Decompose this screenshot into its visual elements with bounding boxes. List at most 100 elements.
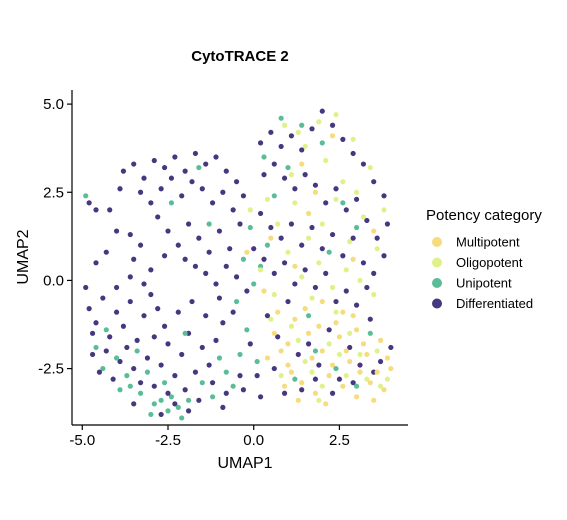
point-oligopotent — [281, 122, 288, 128]
point-differentiated — [271, 270, 277, 276]
point-differentiated — [288, 133, 295, 139]
point-multipotent — [312, 189, 319, 195]
point-differentiated — [168, 175, 175, 181]
point-unipotent — [254, 358, 260, 365]
point-oligopotent — [309, 295, 315, 301]
point-unipotent — [305, 313, 312, 319]
point-differentiated — [350, 380, 356, 386]
point-differentiated — [127, 231, 133, 238]
point-oligopotent — [374, 348, 380, 354]
point-multipotent — [326, 373, 332, 379]
point-differentiated — [165, 390, 171, 396]
point-differentiated — [220, 189, 226, 195]
y-axis-title: UMAP2 — [15, 229, 32, 284]
point-differentiated — [165, 341, 171, 347]
point-oligopotent — [275, 221, 281, 227]
point-differentiated — [86, 200, 92, 206]
point-unipotent — [161, 380, 168, 386]
point-differentiated — [203, 313, 209, 319]
point-differentiated — [203, 270, 209, 276]
point-unipotent — [292, 376, 298, 382]
point-oligopotent — [268, 316, 274, 322]
point-multipotent — [244, 249, 250, 255]
point-differentiated — [329, 231, 336, 238]
point-differentiated — [203, 161, 209, 167]
point-differentiated — [336, 376, 343, 382]
point-differentiated — [357, 362, 363, 368]
y-tick-label: 0.0 — [43, 272, 64, 289]
point-unipotent — [271, 193, 277, 199]
point-differentiated — [137, 380, 144, 386]
legend-label-differentiated: Differentiated — [456, 296, 533, 311]
point-differentiated — [237, 221, 243, 227]
point-differentiated — [223, 390, 229, 396]
point-unipotent — [117, 387, 123, 393]
point-oligopotent — [333, 112, 339, 118]
point-differentiated — [151, 334, 157, 340]
point-unipotent — [353, 383, 360, 389]
point-differentiated — [117, 186, 123, 192]
point-multipotent — [302, 306, 308, 312]
point-differentiated — [271, 365, 277, 372]
point-multipotent — [268, 235, 274, 241]
point-differentiated — [113, 284, 120, 291]
point-differentiated — [89, 330, 96, 336]
point-differentiated — [127, 274, 133, 280]
point-differentiated — [182, 168, 188, 174]
point-oligopotent — [343, 373, 349, 379]
point-differentiated — [192, 369, 199, 375]
point-oligopotent — [319, 383, 325, 389]
point-differentiated — [251, 246, 257, 252]
point-differentiated — [103, 249, 109, 255]
legend-label-oligopotent: Oligopotent — [456, 255, 523, 270]
point-differentiated — [172, 373, 178, 379]
point-differentiated — [100, 295, 106, 301]
point-multipotent — [299, 161, 305, 167]
point-unipotent — [103, 327, 109, 333]
point-differentiated — [278, 235, 284, 241]
point-differentiated — [103, 348, 109, 354]
point-differentiated — [199, 186, 205, 192]
point-differentiated — [233, 274, 240, 280]
point-differentiated — [131, 401, 137, 407]
point-differentiated — [374, 235, 380, 241]
point-differentiated — [161, 253, 168, 259]
point-multipotent — [278, 348, 284, 354]
point-differentiated — [155, 306, 161, 312]
point-differentiated — [124, 344, 130, 351]
point-multipotent — [292, 316, 298, 322]
y-tick-label: 2.5 — [43, 184, 64, 201]
point-differentiated — [148, 291, 154, 298]
point-multipotent — [288, 369, 295, 375]
point-differentiated — [309, 224, 315, 231]
point-differentiated — [333, 186, 339, 192]
point-differentiated — [319, 246, 325, 252]
point-differentiated — [360, 260, 367, 266]
point-differentiated — [93, 207, 99, 213]
point-differentiated — [83, 284, 89, 291]
point-multipotent — [264, 355, 271, 361]
point-oligopotent — [285, 249, 291, 255]
point-differentiated — [158, 362, 164, 368]
point-differentiated — [172, 401, 178, 407]
point-unipotent — [168, 394, 175, 400]
point-multipotent — [295, 397, 301, 403]
point-multipotent — [353, 394, 360, 400]
point-multipotent — [364, 351, 370, 358]
point-differentiated — [107, 334, 113, 340]
point-differentiated — [120, 323, 127, 329]
point-unipotent — [179, 415, 185, 421]
point-multipotent — [281, 383, 288, 389]
point-multipotent — [367, 380, 373, 386]
point-differentiated — [196, 397, 202, 403]
point-differentiated — [305, 341, 312, 347]
point-differentiated — [388, 344, 394, 351]
point-differentiated — [179, 193, 185, 199]
point-differentiated — [326, 327, 332, 333]
point-oligopotent — [340, 179, 346, 185]
point-oligopotent — [295, 337, 301, 343]
point-differentiated — [199, 344, 205, 351]
point-differentiated — [299, 387, 305, 393]
point-differentiated — [329, 390, 336, 396]
